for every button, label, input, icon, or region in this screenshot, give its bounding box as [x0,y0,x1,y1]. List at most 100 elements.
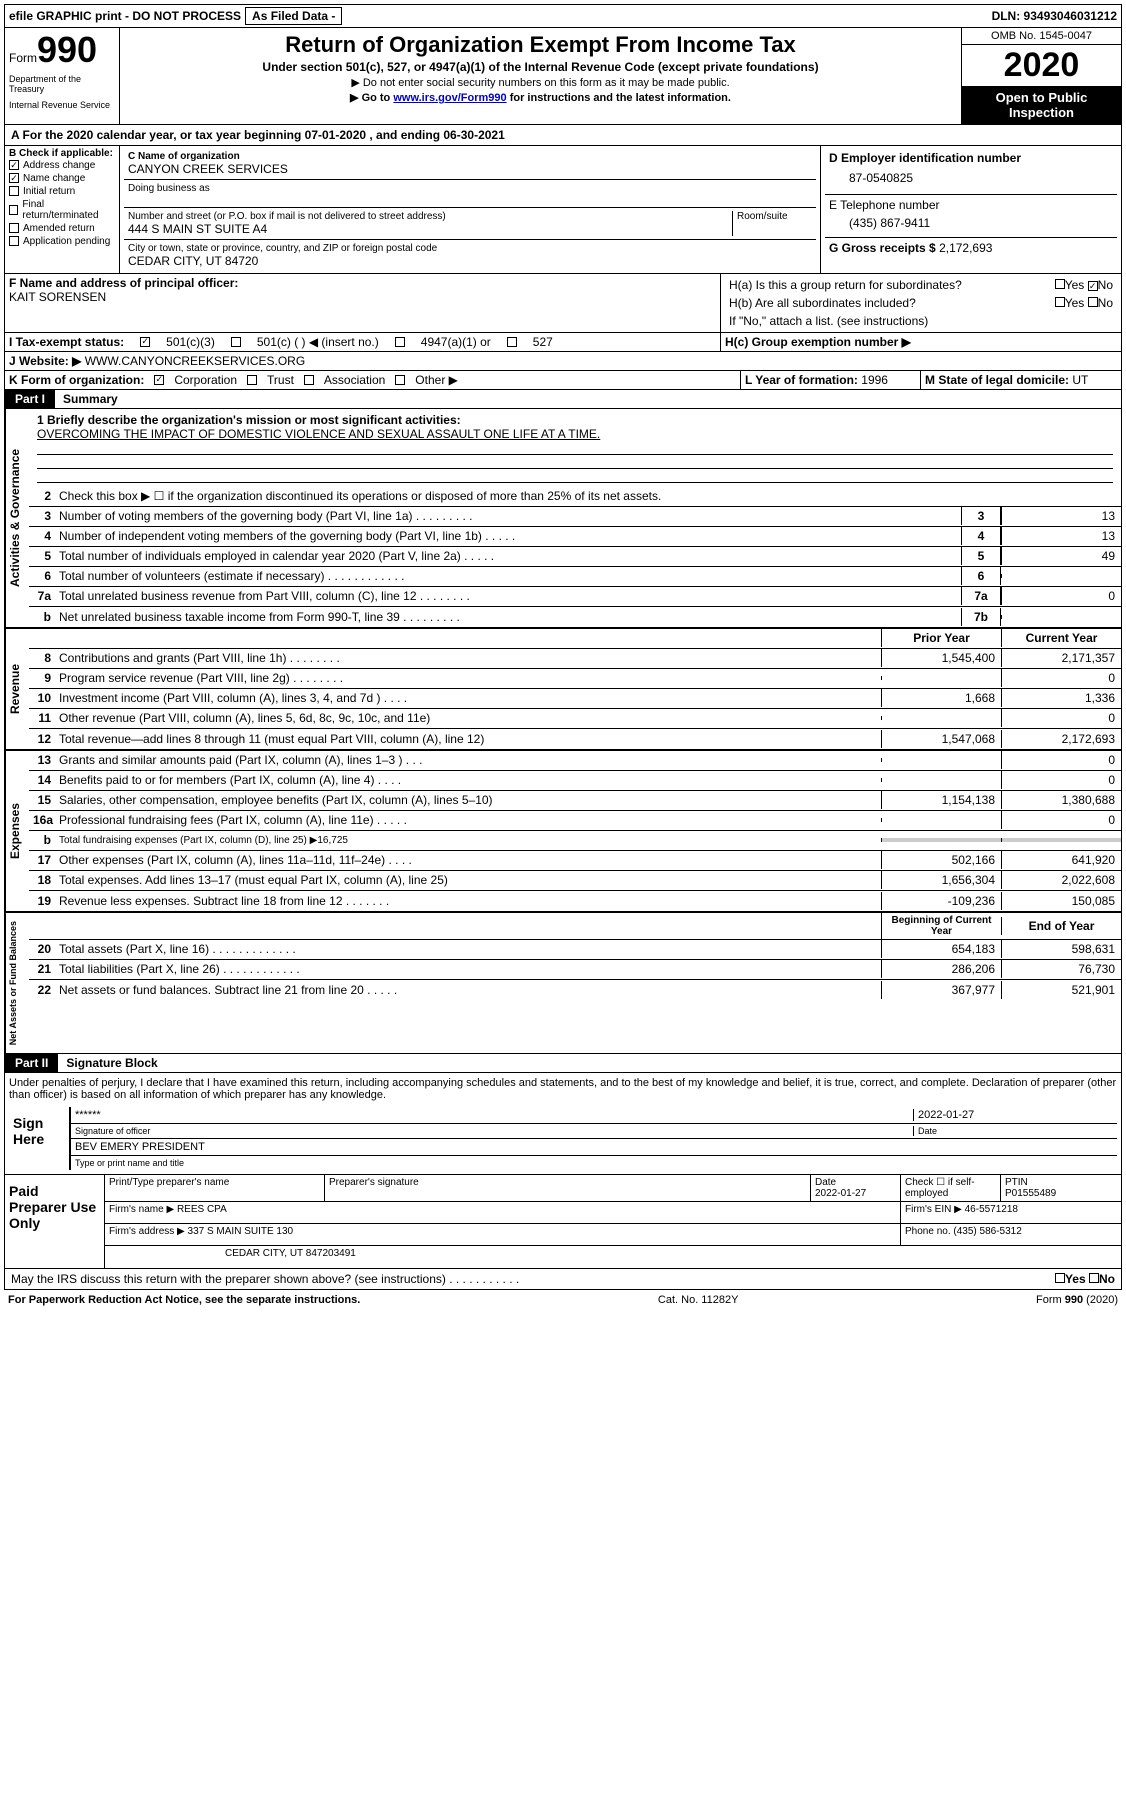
hb-no-checkbox[interactable] [1088,297,1098,307]
irs-link[interactable]: www.irs.gov/Form990 [393,92,506,104]
ha-yes-checkbox[interactable] [1055,279,1065,289]
part1-header: Part I [5,390,55,408]
prep-name-header: Print/Type preparer's name [105,1175,325,1201]
officer-label: F Name and address of principal officer: [9,276,716,290]
website-value: WWW.CANYONCREEKSERVICES.ORG [85,354,305,368]
omb-number: OMB No. 1545-0047 [962,28,1121,45]
form-number: 990 [37,32,97,68]
mission-label: 1 Briefly describe the organization's mi… [37,413,1113,427]
hb-note: If "No," attach a list. (see instruction… [725,312,1117,330]
section-a-period: A For the 2020 calendar year, or tax yea… [4,125,1122,146]
line-5-val: 49 [1001,547,1121,565]
application-pending-checkbox[interactable] [9,236,19,246]
part1-title: Summary [55,390,126,408]
efile-notice: efile GRAPHIC print - DO NOT PROCESS [9,9,241,23]
line-2: Check this box ▶ ☐ if the organization d… [55,487,1121,505]
dln: DLN: 93493046031212 [992,9,1117,23]
corp-checkbox[interactable]: ✓ [154,375,164,385]
begin-year-header: Beginning of Current Year [881,913,1001,939]
ha-no-checkbox[interactable]: ✓ [1088,281,1098,291]
j-label: J Website: ▶ [9,354,81,368]
line-13: Grants and similar amounts paid (Part IX… [55,751,881,769]
top-bar: efile GRAPHIC print - DO NOT PROCESS As … [4,4,1122,28]
line-7a: Total unrelated business revenue from Pa… [55,587,961,605]
4947-checkbox[interactable] [395,337,405,347]
m-label: M State of legal domicile: [925,373,1069,387]
section-deg: D Employer identification number 87-0540… [821,146,1121,273]
phone-value: (435) 867-9411 [829,212,1113,234]
discuss-no-checkbox[interactable] [1089,1273,1099,1283]
assoc-checkbox[interactable] [304,375,314,385]
self-employed-check: Check ☐ if self-employed [901,1175,1001,1201]
line-16a: Professional fundraising fees (Part IX, … [55,811,881,829]
sig-date: 2022-01-27 [913,1109,1113,1121]
i-label: I Tax-exempt status: [9,335,124,349]
k-label: K Form of organization: [9,373,144,387]
prep-sig-header: Preparer's signature [325,1175,811,1201]
room-label: Room/suite [737,211,812,222]
line-6: Total number of volunteers (estimate if … [55,567,961,585]
prior-year-header: Prior Year [881,629,1001,647]
l-label: L Year of formation: [745,373,858,387]
city-label: City or town, state or province, country… [128,243,812,254]
cat-no: Cat. No. 11282Y [658,1294,739,1306]
phone-label: E Telephone number [829,198,1113,212]
final-return-checkbox[interactable] [9,205,18,215]
subtitle: Under section 501(c), 527, or 4947(a)(1)… [128,60,953,74]
form-header: Form 990 Department of the Treasury Inte… [4,28,1122,125]
b-label: B Check if applicable: [9,148,115,159]
trust-checkbox[interactable] [247,375,257,385]
line-3: Number of voting members of the governin… [55,507,961,525]
officer-name: KAIT SORENSEN [9,290,716,304]
line-17: Other expenses (Part IX, column (A), lin… [55,851,881,869]
address-change-checkbox[interactable]: ✓ [9,160,19,170]
inspection-notice: Open to Public Inspection [962,86,1121,124]
asfiled-box: As Filed Data - [245,7,342,25]
name-change-checkbox[interactable]: ✓ [9,173,19,183]
discuss-yes-checkbox[interactable] [1055,1273,1065,1283]
line-11: Other revenue (Part VIII, column (A), li… [55,709,881,727]
line-7b: Net unrelated business taxable income fr… [55,608,961,626]
part2-title: Signature Block [58,1054,165,1072]
501c-checkbox[interactable] [231,337,241,347]
vertical-revenue: Revenue [5,629,29,749]
line-3-val: 13 [1001,507,1121,525]
ein-label: D Employer identification number [829,151,1113,165]
other-checkbox[interactable] [395,375,405,385]
dept-treasury: Department of the Treasury [9,74,115,94]
amended-return-checkbox[interactable] [9,223,19,233]
gross-receipts-label: G Gross receipts $ [829,241,936,255]
line-7b-val [1001,615,1121,619]
main-title: Return of Organization Exempt From Incom… [128,32,953,58]
line-19: Revenue less expenses. Subtract line 18 … [55,892,881,910]
501c3-checkbox[interactable]: ✓ [140,337,150,347]
section-f: F Name and address of principal officer:… [5,274,721,332]
hb-yes-checkbox[interactable] [1055,297,1065,307]
paid-preparer-label: Paid Preparer Use Only [5,1175,105,1268]
section-h: H(a) Is this a group return for subordin… [721,274,1121,332]
part2-header: Part II [5,1054,58,1072]
form-footer: Form 990 (2020) [1036,1294,1118,1306]
line-8: Contributions and grants (Part VIII, lin… [55,649,881,667]
l-value: 1996 [861,373,888,387]
vertical-governance: Activities & Governance [5,409,29,627]
sig-date-label: Date [913,1126,1113,1136]
name-title-label: Type or print name and title [71,1156,1117,1170]
irs-discuss: May the IRS discuss this return with the… [11,1272,519,1286]
line-18: Total expenses. Add lines 13–17 (must eq… [55,871,881,889]
irs-label: Internal Revenue Service [9,100,115,110]
section-b: B Check if applicable: ✓Address change ✓… [5,146,120,273]
ha-label: H(a) Is this a group return for subordin… [729,278,962,292]
tax-year: 2020 [962,45,1121,86]
line-20: Total assets (Part X, line 16) . . . . .… [55,940,881,958]
perjury-statement: Under penalties of perjury, I declare th… [9,1077,1117,1101]
527-checkbox[interactable] [507,337,517,347]
line-4: Number of independent voting members of … [55,527,961,545]
instr-goto-pre: ▶ Go to [350,92,393,104]
line-6-val [1001,574,1121,578]
initial-return-checkbox[interactable] [9,186,19,196]
hb-label: H(b) Are all subordinates included? [729,296,916,310]
line-12: Total revenue—add lines 8 through 11 (mu… [55,730,881,748]
line-10: Investment income (Part VIII, column (A)… [55,689,881,707]
line-4-val: 13 [1001,527,1121,545]
